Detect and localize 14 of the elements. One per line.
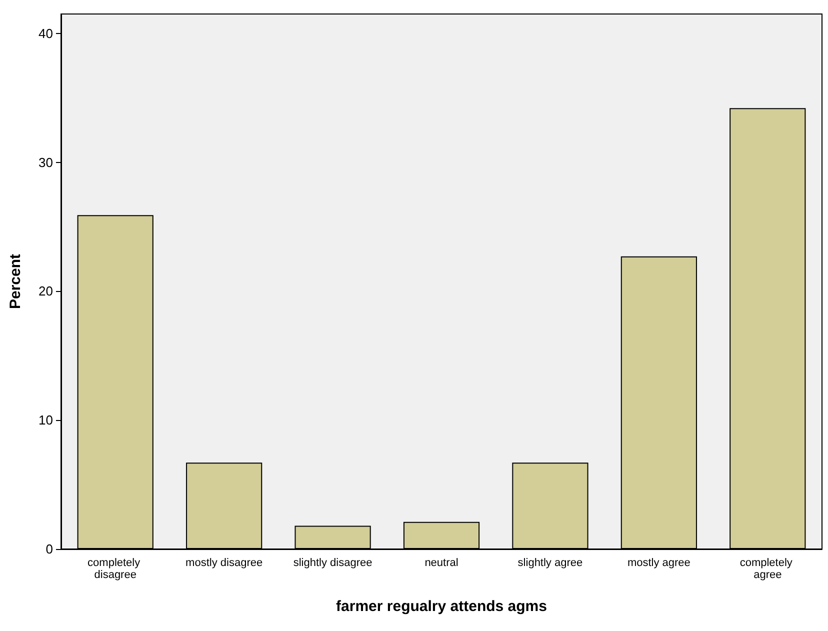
y-tick-label: 10 [38, 412, 53, 428]
y-tick-label: 40 [38, 26, 53, 41]
y-axis-title: Percent [7, 254, 24, 310]
x-tick-label: completely disagree [88, 557, 144, 581]
x-tick-label: slightly disagree [293, 557, 372, 569]
y-tick-label: 0 [46, 542, 53, 556]
x-tick-label: completely agree [740, 557, 796, 581]
x-axis-title: farmer regualry attends agms [336, 598, 547, 615]
y-tick-label: 30 [38, 154, 53, 170]
x-tick-label: mostly disagree [186, 557, 263, 569]
x-tick-label: neutral [424, 557, 458, 569]
x-tick-label: slightly agree [518, 557, 583, 569]
x-tick-label: mostly agree [627, 557, 690, 569]
y-tick-label: 20 [38, 284, 53, 299]
